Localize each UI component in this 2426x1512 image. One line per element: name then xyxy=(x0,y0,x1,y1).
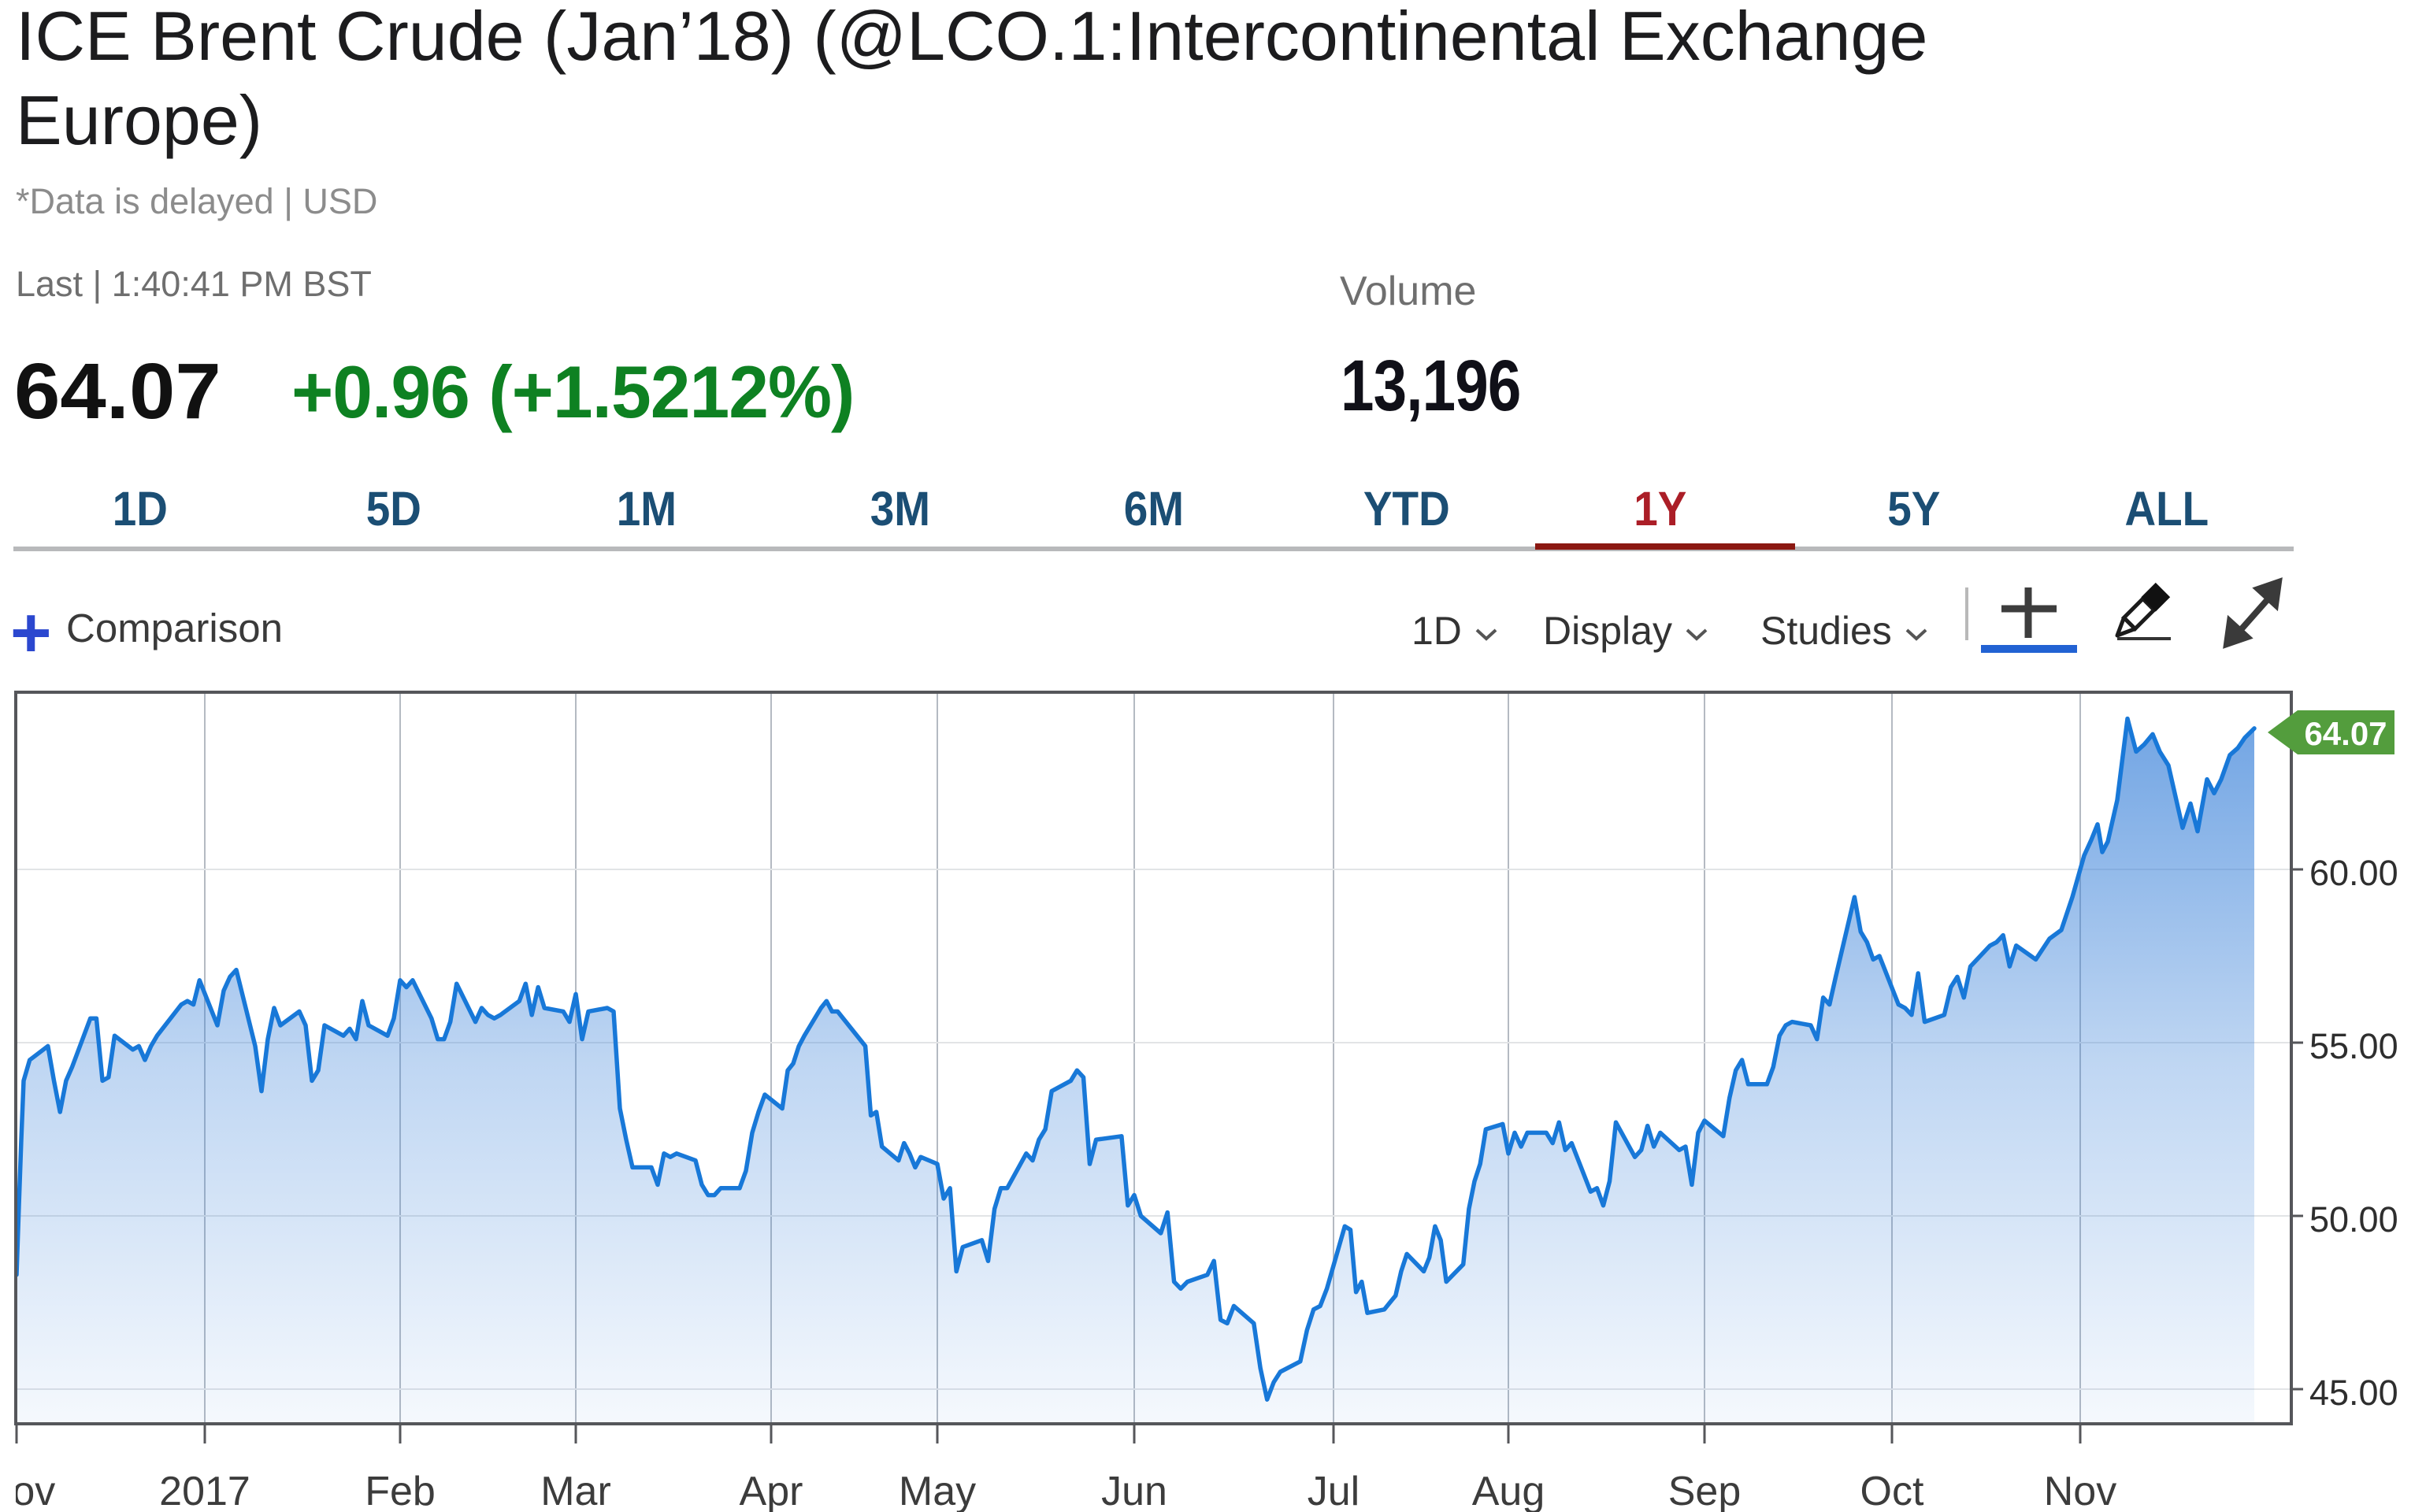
svg-text:Sep: Sep xyxy=(1668,1469,1742,1512)
svg-text:45.00: 45.00 xyxy=(2309,1373,2398,1413)
svg-text:Apr: Apr xyxy=(740,1469,803,1512)
svg-text:Jun: Jun xyxy=(1101,1469,1167,1512)
svg-text:Mar: Mar xyxy=(540,1469,611,1512)
svg-text:May: May xyxy=(899,1469,976,1512)
svg-text:60.00: 60.00 xyxy=(2309,853,2398,893)
svg-text:Jul: Jul xyxy=(1308,1469,1360,1512)
svg-text:2017: 2017 xyxy=(159,1469,250,1512)
svg-text:Nov: Nov xyxy=(2044,1469,2116,1512)
svg-text:Oct: Oct xyxy=(1860,1469,1924,1512)
svg-text:55.00: 55.00 xyxy=(2309,1026,2398,1066)
svg-text:Aug: Aug xyxy=(1472,1469,1545,1512)
svg-text:Feb: Feb xyxy=(365,1469,436,1512)
svg-text:64.07: 64.07 xyxy=(2304,715,2387,752)
svg-text:50.00: 50.00 xyxy=(2309,1199,2398,1240)
